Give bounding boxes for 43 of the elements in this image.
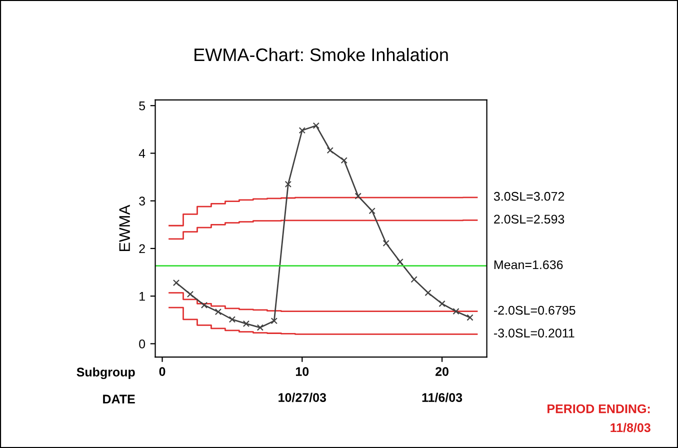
point [242,320,250,328]
point [410,276,418,283]
x-axis-title: Subgroup [76,367,135,380]
y-axis-title: EWMA [119,204,130,251]
point [438,300,446,308]
x2-tick-label: 11/6/03 [422,392,462,402]
y-tick-label: 3 [139,196,145,206]
point [270,318,278,324]
point [354,192,362,200]
series-label: -3.0SL=0.2011 [494,328,574,338]
x2-axis-title: DATE [103,394,135,404]
y-tick-label: 1 [140,292,145,301]
point [312,122,320,129]
x-tick-label: 10 [296,367,309,376]
x-tick-label: 0 [159,367,166,376]
point [256,324,264,331]
y-tick-label: 5 [139,102,146,110]
point [466,314,474,321]
point [368,208,376,214]
point [382,240,390,247]
point [326,147,334,154]
y-tick-label: 2 [139,244,145,254]
point [172,279,180,286]
series-label: 2.0SL=2.593 [494,214,564,224]
point [396,258,404,266]
x-tick-label: 20 [436,367,448,376]
series-label: -2.0SL=0.6795 [494,306,576,315]
point [340,157,348,164]
point [228,316,236,323]
text: PERIOD ENDING: 11/8/03 [548,404,650,432]
point [186,290,194,298]
x2-tick-label: 10/27/03 [278,392,326,402]
y-tick-label: 0 [139,340,146,348]
series-label: 3.0SL=3.072 [494,192,564,201]
ref-line-label: Mean=1.636 [494,260,563,270]
chart-title: EWMA-Chart: Smoke Inhalation [194,48,448,62]
point [284,180,292,188]
point [424,289,432,296]
point [298,127,306,134]
y-tick-label: 4 [138,149,146,158]
point [200,302,208,308]
point [214,308,222,316]
point [452,308,460,315]
